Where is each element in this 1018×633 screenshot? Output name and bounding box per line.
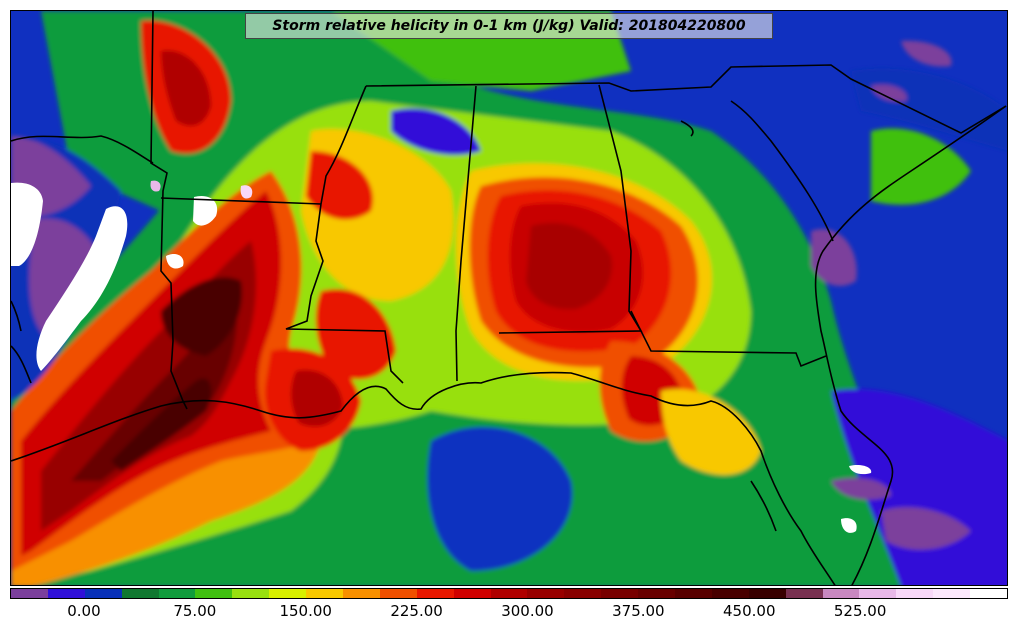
extreme-value-patches: [11, 180, 872, 533]
colorbar-segment: [121, 589, 159, 598]
colorbar-tick-label: 225.00: [390, 602, 443, 620]
colorbar-segment: [269, 589, 307, 598]
colorbar-segment: [158, 589, 196, 598]
colorbar-segment: [601, 589, 639, 598]
colorbar: [10, 588, 1008, 599]
colorbar-segment: [379, 589, 417, 598]
colorbar-tick-label: 450.00: [723, 602, 776, 620]
colorbar-tick-labels: 0.00 75.00 150.00 225.00 300.00 375.00 450.00 5…: [10, 602, 1008, 624]
colorbar-segment: [822, 589, 860, 598]
colorbar-segment: [232, 589, 270, 598]
borders-and-coastlines: [11, 11, 1007, 585]
colorbar-segment: [11, 589, 48, 598]
colorbar-segment: [527, 589, 565, 598]
colorbar-segment: [416, 589, 454, 598]
colorbar-segment: [84, 589, 122, 598]
colorbar-segment: [306, 589, 344, 598]
colorbar-tick-label: 0.00: [67, 602, 101, 620]
colorbar-tick-label: 150.00: [279, 602, 332, 620]
colorbar-segment: [896, 589, 934, 598]
helicity-map: [10, 10, 1008, 586]
shaded-contours: [11, 11, 1007, 585]
colorbar-tick-label: 525.00: [833, 602, 887, 620]
colorbar-segment: [195, 589, 233, 598]
colorbar-segment: [859, 589, 897, 598]
colorbar-segment: [785, 589, 823, 598]
colorbar-segment: [748, 589, 786, 598]
colorbar-tick-label: 375.00: [612, 602, 665, 620]
colorbar-tick-label: 300.00: [501, 602, 554, 620]
colorbar-segment: [490, 589, 528, 598]
colorbar-segment: [564, 589, 602, 598]
colorbar-segment: [675, 589, 712, 598]
colorbar-segment: [453, 589, 491, 598]
colorbar-segment: [47, 589, 85, 598]
map-title: Storm relative helicity in 0-1 km (J/kg)…: [245, 13, 773, 39]
helicity-field: [11, 11, 1007, 585]
colorbar-segment: [933, 589, 971, 598]
colorbar-segment: [970, 589, 1008, 598]
colorbar-segment: [343, 589, 380, 598]
colorbar-segment: [638, 589, 676, 598]
colorbar-segment: [711, 589, 749, 598]
colorbar-tick-label: 75.00: [173, 602, 217, 620]
